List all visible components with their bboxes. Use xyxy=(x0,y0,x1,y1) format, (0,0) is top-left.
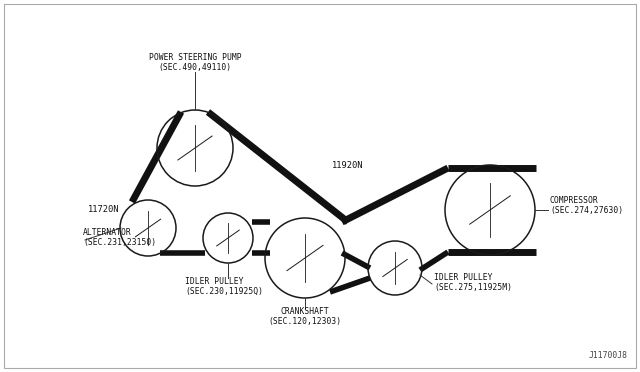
Text: (SEC.274,27630): (SEC.274,27630) xyxy=(550,206,623,215)
Text: (SEC.120,12303): (SEC.120,12303) xyxy=(268,317,342,326)
Text: 11720N: 11720N xyxy=(88,205,120,215)
Text: POWER STEERING PUMP: POWER STEERING PUMP xyxy=(148,53,241,62)
Text: CRANKSHAFT: CRANKSHAFT xyxy=(280,307,330,316)
Text: IDLER PULLEY: IDLER PULLEY xyxy=(185,277,243,286)
Text: J11700J8: J11700J8 xyxy=(589,351,628,360)
Text: 11920N: 11920N xyxy=(332,160,364,170)
Text: (SEC.230,11925Q): (SEC.230,11925Q) xyxy=(185,287,263,296)
Text: (SEC.490,49110): (SEC.490,49110) xyxy=(159,63,232,72)
Text: (SEC.231,23150): (SEC.231,23150) xyxy=(83,238,156,247)
Text: COMPRESSOR: COMPRESSOR xyxy=(550,196,599,205)
Text: (SEC.275,11925M): (SEC.275,11925M) xyxy=(434,283,512,292)
Text: ALTERNATOR: ALTERNATOR xyxy=(83,228,132,237)
Text: IDLER PULLEY: IDLER PULLEY xyxy=(434,273,493,282)
